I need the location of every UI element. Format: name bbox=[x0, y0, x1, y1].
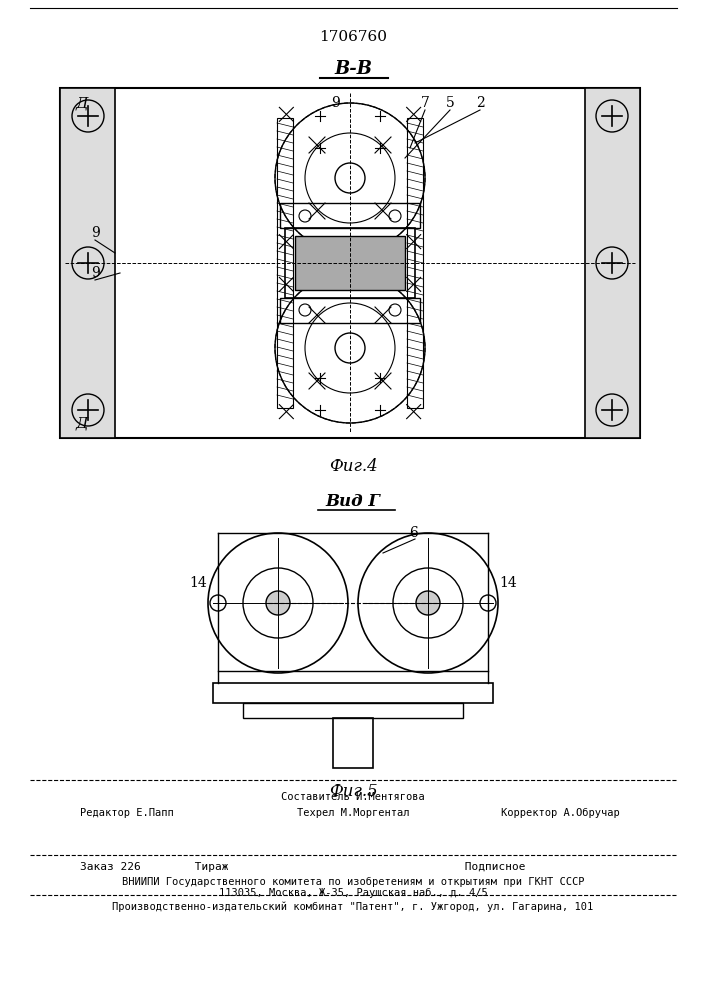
Bar bbox=[60, 88, 115, 438]
Text: Производственно-издательский комбинат "Патент", г. Ужгород, ул. Гагарина, 101: Производственно-издательский комбинат "П… bbox=[112, 902, 594, 912]
Circle shape bbox=[416, 591, 440, 615]
Text: 6: 6 bbox=[409, 526, 417, 540]
Text: 1706760: 1706760 bbox=[319, 30, 387, 44]
Bar bbox=[60, 88, 640, 438]
Text: 14: 14 bbox=[189, 576, 207, 590]
Text: Техрел М.Моргентал: Техрел М.Моргентал bbox=[297, 808, 409, 818]
Bar bbox=[277, 118, 293, 408]
Text: 113035, Москва, Ж-35, Раушская наб., д. 4/5: 113035, Москва, Ж-35, Раушская наб., д. … bbox=[218, 888, 487, 898]
Text: Д: Д bbox=[76, 416, 88, 430]
Bar bbox=[280, 203, 420, 228]
Bar bbox=[285, 228, 415, 298]
Circle shape bbox=[335, 333, 365, 363]
Text: 9: 9 bbox=[90, 226, 100, 240]
Bar bbox=[295, 236, 405, 290]
Bar bbox=[333, 718, 373, 768]
Text: ВНИИПИ Государственного комитета по изобретениям и открытиям при ГКНТ СССР: ВНИИПИ Государственного комитета по изоб… bbox=[122, 877, 584, 887]
Bar bbox=[585, 88, 640, 438]
Text: Вид Г: Вид Г bbox=[325, 493, 380, 510]
Circle shape bbox=[335, 163, 365, 193]
Text: Корректор А.Обручар: Корректор А.Обручар bbox=[501, 808, 620, 818]
Text: Заказ 226        Тираж                                   Подписное: Заказ 226 Тираж Подписное bbox=[80, 862, 525, 872]
Text: Составитель И.Ментягова: Составитель И.Ментягова bbox=[281, 792, 425, 802]
Text: Фиг.5: Фиг.5 bbox=[329, 783, 378, 800]
Text: В-В: В-В bbox=[334, 60, 372, 78]
Bar bbox=[243, 703, 463, 718]
Text: 5: 5 bbox=[445, 96, 455, 110]
Text: 2: 2 bbox=[476, 96, 484, 110]
Circle shape bbox=[266, 591, 290, 615]
Text: 14: 14 bbox=[499, 576, 517, 590]
Text: 9: 9 bbox=[90, 266, 100, 280]
Text: Д: Д bbox=[76, 96, 88, 110]
Bar bbox=[407, 118, 423, 408]
Bar bbox=[213, 683, 493, 703]
Text: Фиг.4: Фиг.4 bbox=[329, 458, 378, 475]
Bar bbox=[280, 298, 420, 323]
Text: Редактор Е.Папп: Редактор Е.Папп bbox=[80, 808, 174, 818]
Text: 9: 9 bbox=[331, 96, 339, 110]
Text: 7: 7 bbox=[421, 96, 429, 110]
